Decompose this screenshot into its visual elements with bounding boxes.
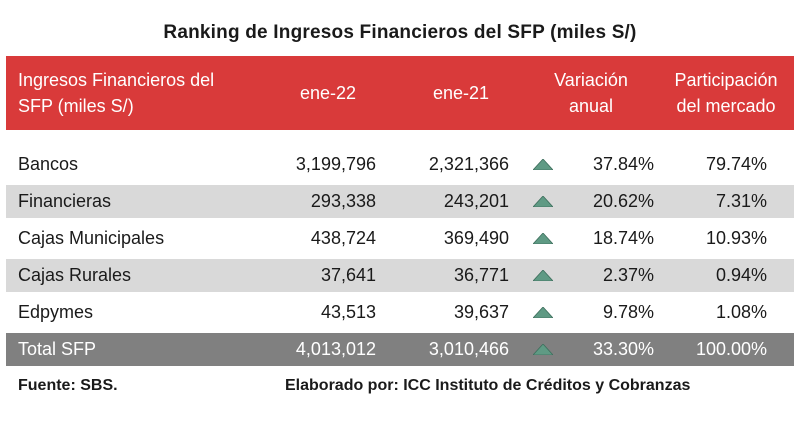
row-participacion: 79.74% (705, 154, 767, 174)
header-name-cell: Ingresos Financieros del SFP (miles S/) (18, 56, 268, 130)
header-participacion-line2: del mercado (676, 96, 776, 116)
up-arrow-icon (533, 296, 557, 329)
header-variacion-line1: Variación (554, 70, 628, 90)
row-ene21: 36,771 (453, 265, 509, 285)
row-variacion: 20.62% (592, 191, 654, 211)
credit-note: Elaborado por: ICC Instituto de Créditos… (285, 377, 691, 394)
row-participacion: 0.94% (715, 265, 767, 285)
row-name: Bancos (18, 154, 79, 174)
up-arrow-icon (533, 222, 557, 255)
total-ene21: 3,010,466 (428, 339, 509, 359)
table-title: Ranking de Ingresos Financieros del SFP … (163, 22, 637, 43)
up-arrow-icon (533, 185, 557, 218)
row-variacion: 2.37% (602, 265, 654, 285)
total-name: Total SFP (18, 339, 97, 359)
row-ene22: 293,338 (310, 191, 376, 211)
header-variacion-line2: anual (568, 96, 614, 116)
header-participacion-line1: Participación (674, 70, 778, 90)
row-name: Financieras (18, 191, 112, 211)
row-ene22: 43,513 (320, 302, 376, 322)
up-arrow-icon (533, 333, 557, 366)
row-name: Cajas Rurales (18, 265, 132, 285)
source-note: Fuente: SBS. (18, 377, 118, 394)
header-participacion: Participación del mercado (656, 56, 796, 130)
total-row: Total SFP 4,013,012 3,010,466 33.30% 100… (6, 333, 794, 366)
total-participacion: 100.00% (695, 339, 767, 359)
row-ene21: 39,637 (453, 302, 509, 322)
table-row: Edpymes 43,513 39,637 9.78% 1.08% (6, 296, 794, 329)
table-row: Cajas Municipales 438,724 369,490 18.74%… (6, 222, 794, 255)
row-variacion: 9.78% (602, 302, 654, 322)
row-variacion: 18.74% (592, 228, 654, 248)
header-variacion: Variación anual (526, 56, 656, 130)
row-ene22: 438,724 (310, 228, 376, 248)
header-name-line2: SFP (miles S/) (18, 96, 134, 116)
row-participacion: 10.93% (705, 228, 767, 248)
table-row: Financieras 293,338 243,201 20.62% 7.31% (6, 185, 794, 218)
header-ene21: ene-21 (432, 83, 490, 103)
total-ene22: 4,013,012 (295, 339, 376, 359)
total-variacion: 33.30% (592, 339, 654, 359)
row-variacion: 37.84% (592, 154, 654, 174)
table-header: Ingresos Financieros del SFP (miles S/) … (6, 56, 794, 130)
row-name: Edpymes (18, 302, 94, 322)
up-arrow-icon (533, 148, 557, 181)
row-participacion: 1.08% (715, 302, 767, 322)
header-ene22: ene-22 (299, 83, 357, 103)
row-name: Cajas Municipales (18, 228, 165, 248)
table-row: Bancos 3,199,796 2,321,366 37.84% 79.74% (6, 148, 794, 181)
up-arrow-icon (533, 259, 557, 292)
row-ene21: 2,321,366 (428, 154, 509, 174)
row-ene21: 243,201 (443, 191, 509, 211)
row-ene22: 37,641 (320, 265, 376, 285)
row-ene22: 3,199,796 (295, 154, 376, 174)
row-ene21: 369,490 (443, 228, 509, 248)
table-row: Cajas Rurales 37,641 36,771 2.37% 0.94% (6, 259, 794, 292)
header-name-line1: Ingresos Financieros del (18, 70, 215, 90)
row-participacion: 7.31% (715, 191, 767, 211)
